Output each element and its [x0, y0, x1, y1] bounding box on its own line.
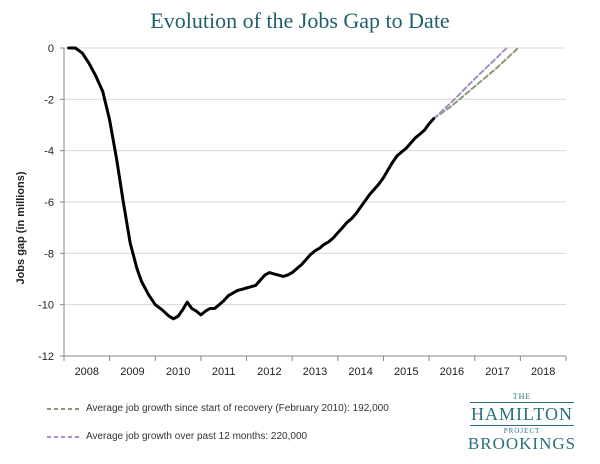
y-tick-label--12: -12 — [38, 351, 54, 363]
x-tick-label-2016: 2016 — [440, 366, 464, 378]
line-chart: 0 -2 -4 -6 -8 -10 -12 2008 2009 2010 2011 2012 2013… — [15, 43, 567, 378]
x-tick-label-2015: 2015 — [394, 366, 418, 378]
logo-the: THE — [512, 392, 532, 401]
brookings-logo: BROOKINGS — [467, 434, 577, 453]
y-tick-label--10: -10 — [38, 300, 54, 312]
legend-label-12-months: Average job growth over past 12 months: … — [86, 431, 308, 442]
y-tick-label-0: 0 — [48, 43, 54, 55]
axes — [60, 47, 567, 361]
series-line-12-month-projection — [432, 47, 508, 120]
y-tick-label--4: -4 — [44, 146, 54, 158]
hamilton-project-logo: THE HAMILTON PROJECT — [452, 392, 592, 435]
y-tick-label--2: -2 — [44, 94, 54, 106]
chart-title: Evolution of the Jobs Gap to Date — [150, 8, 450, 33]
x-tick-label-2011: 2011 — [212, 366, 236, 378]
legend-swatch-recovery — [47, 407, 79, 410]
x-tick-label-2009: 2009 — [120, 366, 144, 378]
x-tick-label-2013: 2013 — [303, 366, 327, 378]
series-lines — [67, 46, 520, 321]
y-axis-label: Jobs gap (in millions) — [15, 171, 27, 284]
gridlines — [64, 47, 566, 306]
logo-name: HAMILTON — [470, 404, 573, 424]
x-tick-label-2018: 2018 — [531, 366, 555, 378]
y-tick-labels: 0 -2 -4 -6 -8 -10 -12 — [38, 43, 54, 363]
legend-label-recovery: Average job growth since start of recove… — [86, 403, 389, 414]
series-line-jobs-gap — [67, 46, 436, 321]
logo-rule-top — [470, 402, 574, 403]
logo-project: PROJECT — [503, 427, 541, 435]
x-tick-label-2014: 2014 — [348, 366, 372, 378]
legend-swatch-12-months — [47, 435, 79, 438]
x-tick-labels: 2008 2009 2010 2011 2012 2013 2014 2015 2016 2017… — [75, 366, 556, 378]
y-tick-label--8: -8 — [44, 248, 54, 260]
x-tick-label-2010: 2010 — [166, 366, 190, 378]
y-tick-label--6: -6 — [44, 197, 54, 209]
legend-entry-12-months: Average job growth over past 12 months: … — [46, 431, 307, 442]
x-tick-label-2017: 2017 — [485, 366, 509, 378]
x-tick-label-2008: 2008 — [75, 366, 99, 378]
legend-entry-recovery: Average job growth since start of recove… — [46, 403, 389, 414]
logo-rule-bottom — [470, 425, 574, 426]
series-line-recovery-projection — [432, 47, 520, 120]
x-tick-label-2012: 2012 — [257, 366, 281, 378]
